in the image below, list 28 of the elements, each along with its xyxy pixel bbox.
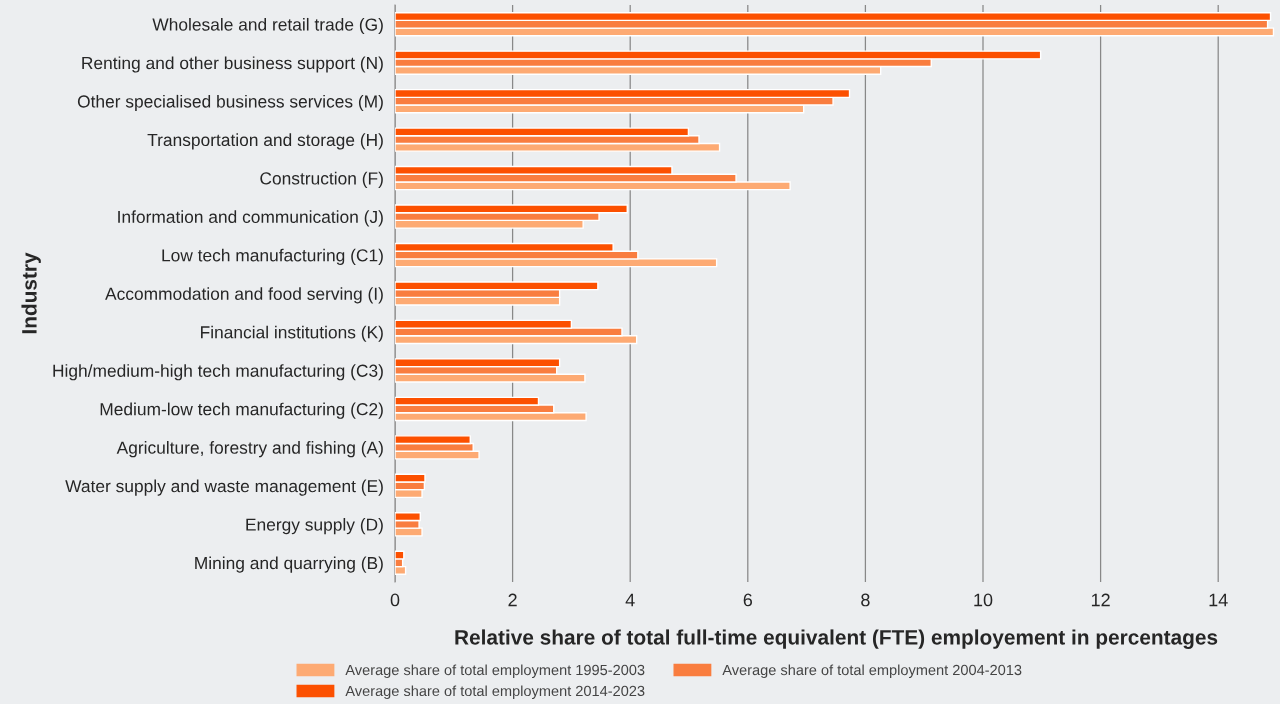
x-tick-label: 0 [390, 593, 400, 607]
legend-label: Average share of total employment 2004-2013 [722, 664, 1022, 679]
y-tick-label: Low tech manufacturing (C1) [162, 248, 383, 265]
x-tick-label: 8 [861, 593, 870, 607]
x-tick-label: 2 [508, 593, 517, 607]
y-tick-label: Energy supply (D) [246, 518, 383, 535]
y-axis-title: Industry [21, 252, 41, 334]
y-tick-label: Renting and other business support (N) [82, 56, 383, 73]
x-tick-label: 14 [1209, 593, 1228, 607]
y-tick-label: High/medium-high tech manufacturing (C3) [53, 364, 383, 381]
y-tick-label: Information and communication (J) [118, 210, 383, 227]
y-tick-label: Other specialised business services (M) [77, 94, 383, 112]
y-tick-label: Financial institutions (K) [201, 325, 383, 342]
legend-label: Average share of total employment 1995-2003 [345, 664, 645, 679]
x-tick-label: 12 [1091, 593, 1110, 607]
y-tick-label: Transportation and storage (H) [147, 133, 383, 150]
y-tick-label: Mining and quarrying (B) [195, 556, 383, 573]
y-tick-label: Agriculture, forestry and fishing (A) [116, 441, 383, 458]
x-tick-label: 10 [974, 593, 993, 607]
x-axis-title: Relative share of total full-time equivalent (FTE) employement in percentages [455, 629, 1218, 649]
legend-label: Average share of total employment 2014-2023 [345, 685, 645, 699]
x-tick-label: 4 [625, 593, 635, 607]
x-tick-label: 6 [743, 593, 753, 607]
y-tick-label: Medium-low tech manufacturing (C2) [100, 402, 383, 419]
y-tick-label: Construction (F) [260, 171, 383, 188]
y-tick-label: Water supply and waste management (E) [65, 479, 383, 496]
y-tick-label: Wholesale and retail trade (G) [152, 17, 383, 35]
y-tick-label: Accommodation and food serving (I) [105, 287, 383, 304]
